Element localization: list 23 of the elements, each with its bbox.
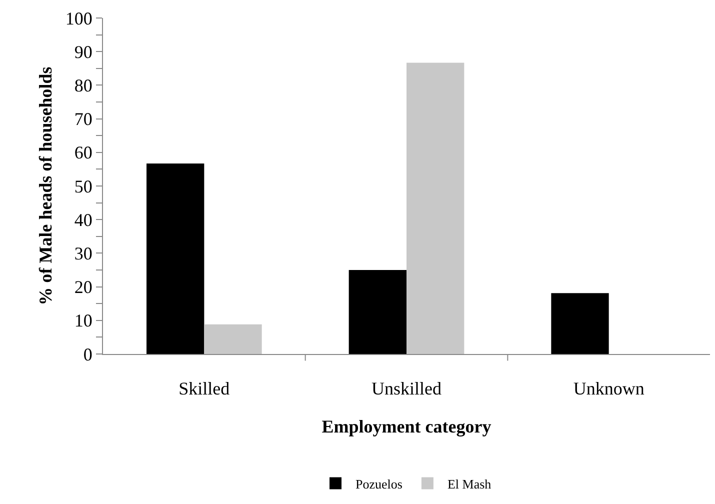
- y-tick-label: 20: [74, 277, 92, 298]
- bar: [348, 270, 406, 354]
- y-tick-label: 10: [74, 310, 92, 331]
- x-tick-label: Skilled: [178, 378, 230, 399]
- y-tick-label: 30: [74, 244, 92, 264]
- bar: [551, 293, 609, 354]
- bar: [204, 324, 262, 354]
- legend-label: Pozuelos: [356, 476, 402, 492]
- y-tick-label: 40: [74, 210, 92, 230]
- x-tick-label: Unskilled: [372, 378, 442, 399]
- y-tick-label: 100: [65, 8, 92, 28]
- y-tick-label: 80: [74, 76, 92, 96]
- x-tick-label: Unknown: [573, 378, 644, 399]
- y-tick-label: 70: [74, 109, 92, 130]
- y-axis-title: % of Male heads of households: [36, 66, 56, 306]
- y-tick-label: 60: [74, 142, 92, 163]
- bar: [406, 62, 464, 354]
- y-tick-label: 0: [83, 344, 92, 364]
- y-tick-label: 50: [74, 176, 92, 196]
- legend-label: El Mash: [447, 476, 492, 492]
- y-tick-label: 90: [74, 42, 92, 62]
- bar: [146, 163, 204, 354]
- x-axis-title: Employment category: [322, 416, 492, 437]
